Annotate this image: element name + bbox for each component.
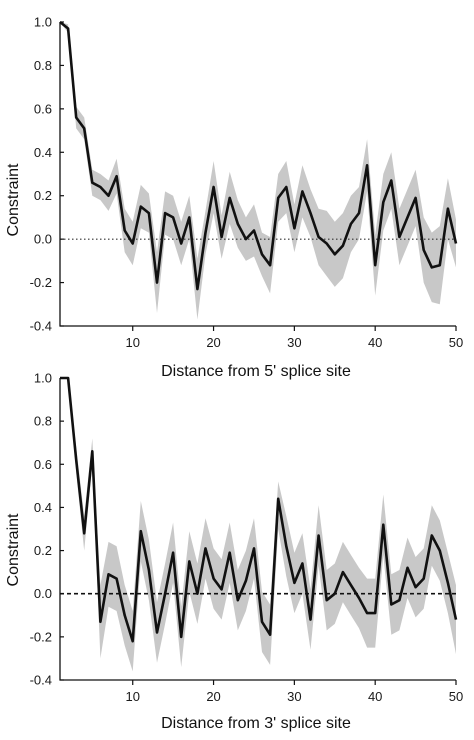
- y-tick-label: 0.4: [34, 145, 52, 160]
- axes: [59, 378, 456, 681]
- x-tick-label: 20: [206, 335, 220, 350]
- x-tick-label: 30: [287, 335, 301, 350]
- y-tick-label: 1.0: [34, 371, 52, 386]
- y-tick-label: -0.2: [30, 629, 52, 644]
- x-tick-label: 20: [206, 689, 220, 704]
- y-tick-label: 0.4: [34, 500, 52, 515]
- y-tick-label: -0.4: [30, 673, 52, 688]
- y-tick-label: 0.6: [34, 457, 52, 472]
- y-tick-label: 0.8: [34, 58, 52, 73]
- confidence-band: [60, 378, 456, 672]
- x-tick-label: 10: [126, 335, 140, 350]
- chart-panel-5prime: Distance from 5' splice site Constraint …: [5, 15, 463, 381]
- x-tick-label: 30: [287, 689, 301, 704]
- y-axis-title: Constraint: [5, 513, 22, 586]
- axes: [59, 22, 456, 327]
- chart-panel-3prime: Distance from 3' splice site Constraint …: [5, 371, 463, 733]
- y-tick-label: 0.2: [34, 188, 52, 203]
- x-tick-label: 40: [368, 689, 382, 704]
- y-tick-label: 0.0: [34, 232, 52, 247]
- confidence-band: [60, 22, 456, 320]
- x-tick-label: 50: [449, 689, 463, 704]
- y-tick-label: 0.8: [34, 414, 52, 429]
- y-tick-label: 0.6: [34, 101, 52, 116]
- x-tick-label: 10: [126, 689, 140, 704]
- y-tick-label: 0.0: [34, 586, 52, 601]
- x-axis-title: Distance from 3' splice site: [161, 715, 351, 732]
- series-line: [60, 376, 458, 643]
- y-tick-label: 1.0: [34, 15, 52, 30]
- x-tick-label: 40: [368, 335, 382, 350]
- x-tick-label: 50: [449, 335, 463, 350]
- y-tick-label: -0.2: [30, 275, 52, 290]
- x-axis-title: Distance from 5' splice site: [161, 363, 351, 380]
- y-tick-label: -0.4: [30, 319, 52, 334]
- series-line: [59, 20, 458, 291]
- y-axis-title: Constraint: [5, 163, 22, 236]
- y-tick-label: 0.2: [34, 543, 52, 558]
